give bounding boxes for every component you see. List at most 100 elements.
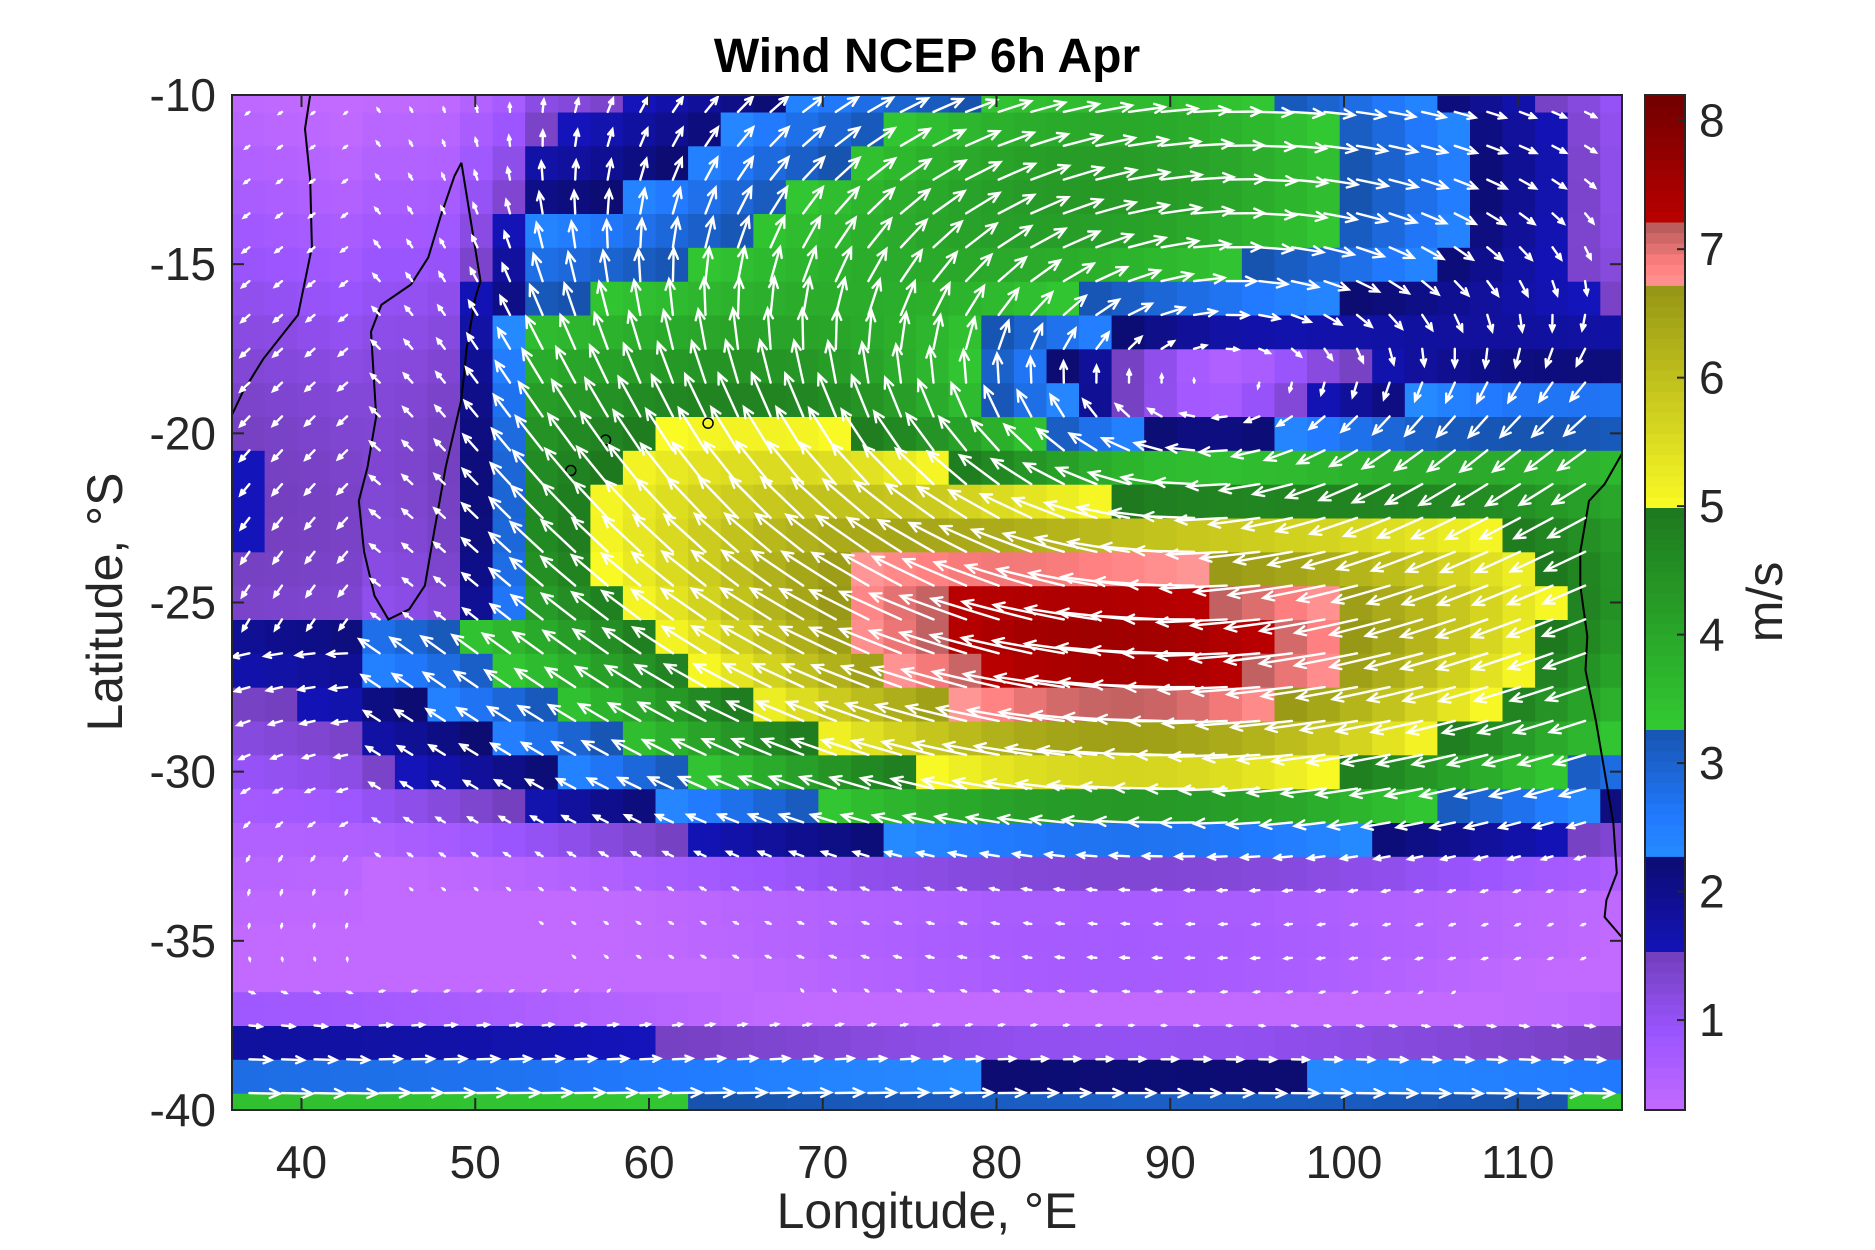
heatmap-cell [1013, 890, 1048, 925]
heatmap-cell [329, 653, 363, 688]
heatmap-cell [981, 923, 1015, 959]
wind-arrow [538, 920, 544, 926]
colorbar-band [1645, 539, 1685, 551]
heatmap-cell [492, 991, 526, 1026]
heatmap-cell [1241, 1093, 1276, 1110]
wind-arrow [441, 138, 446, 147]
heatmap-cell [525, 923, 559, 959]
wind-arrow [989, 921, 1000, 926]
heatmap-cell [818, 179, 852, 214]
heatmap-cell [948, 1059, 982, 1094]
heatmap-cell [329, 619, 363, 654]
colorbar-band [1645, 507, 1685, 519]
heatmap-cell [1046, 1093, 1080, 1110]
wind-arrow [276, 110, 284, 116]
wind-arrow [1486, 144, 1510, 155]
wind-arrow [599, 248, 611, 283]
heatmap-cell [981, 416, 1015, 451]
heatmap-cell [264, 281, 298, 316]
wind-arrow [777, 812, 805, 824]
heatmap-cell [1274, 247, 1308, 282]
wind-arrow [892, 954, 903, 959]
x-tick-label: 40 [276, 1136, 327, 1188]
wind-arrow [1062, 1087, 1093, 1099]
wind-arrow [1339, 415, 1359, 434]
wind-arrow [807, 405, 837, 452]
heatmap-cell [264, 788, 298, 823]
heatmap-cell [883, 1025, 917, 1060]
heatmap-cell [525, 822, 559, 857]
x-tick-label: 90 [1145, 1136, 1196, 1188]
heatmap-cell [590, 619, 624, 654]
wind-arrow [934, 704, 1000, 723]
wind-arrow [1201, 752, 1261, 764]
heatmap-cell [655, 145, 689, 181]
heatmap-cell [851, 1093, 885, 1110]
wind-arrow [400, 507, 414, 520]
heatmap-cell [1274, 991, 1308, 1026]
wind-arrow [644, 406, 675, 452]
colorbar-tick-label: 4 [1699, 609, 1725, 661]
wind-arrow [802, 125, 827, 147]
wind-arrow [400, 542, 414, 553]
wind-arrow [1452, 787, 1489, 800]
wind-arrow [1075, 851, 1098, 860]
heatmap-cell [688, 619, 722, 654]
heatmap-cell [329, 890, 363, 925]
heatmap-cell [1046, 957, 1080, 993]
colorbar-band [1645, 761, 1685, 773]
heatmap-cell [785, 1059, 819, 1094]
heatmap-cell [1567, 281, 1601, 316]
heatmap-cell [1535, 754, 1569, 790]
wind-arrow [895, 988, 903, 993]
wind-arrow [242, 178, 251, 185]
wind-arrow [1226, 584, 1294, 600]
heatmap-cell [1372, 923, 1406, 959]
wind-arrow [1475, 719, 1522, 736]
heatmap-cell [753, 145, 787, 181]
wind-arrow [1417, 482, 1456, 507]
wind-arrow [665, 700, 707, 723]
wind-arrow [997, 193, 1037, 215]
wind-arrow [345, 922, 349, 930]
heatmap-cell [851, 957, 885, 993]
wind-arrow [724, 850, 740, 858]
heatmap-cell [1307, 348, 1341, 384]
wind-arrow [1583, 1055, 1608, 1064]
heatmap-cell [394, 348, 429, 384]
wind-arrow [569, 590, 609, 621]
heatmap-cell [655, 111, 689, 147]
wind-arrow [1472, 855, 1489, 862]
wind-arrow [1127, 302, 1155, 317]
wind-arrow [1434, 618, 1489, 640]
wind-arrow [1313, 787, 1359, 799]
wind-arrow [1388, 109, 1419, 121]
heatmap-cell [1372, 1059, 1406, 1094]
heatmap-cell [1046, 991, 1080, 1026]
wind-arrow [704, 95, 720, 114]
colorbar-band [1645, 602, 1685, 614]
wind-arrow [1421, 110, 1449, 121]
wind-arrow [461, 606, 479, 621]
wind-arrow [601, 515, 642, 553]
heatmap-cell [460, 585, 494, 620]
wind-arrow [1388, 144, 1420, 156]
wind-arrow [554, 344, 577, 384]
wind-arrow [695, 700, 740, 723]
heatmap-cell [1535, 281, 1569, 316]
wind-arrow [1583, 178, 1598, 190]
wind-arrow [869, 665, 935, 689]
wind-arrow [1447, 922, 1456, 927]
wind-arrow [1160, 1055, 1181, 1063]
heatmap-cell [1470, 213, 1504, 248]
wind-arrow [329, 718, 349, 726]
colorbar-band [1645, 253, 1685, 265]
heatmap-cell [329, 551, 363, 587]
wind-arrow [1350, 381, 1359, 400]
wind-arrow [401, 405, 414, 418]
heatmap-cell [622, 517, 657, 553]
wind-arrow [932, 250, 959, 283]
heatmap-cell [916, 923, 950, 959]
wind-arrow [1192, 376, 1196, 384]
colorbar-band [1645, 1067, 1685, 1079]
